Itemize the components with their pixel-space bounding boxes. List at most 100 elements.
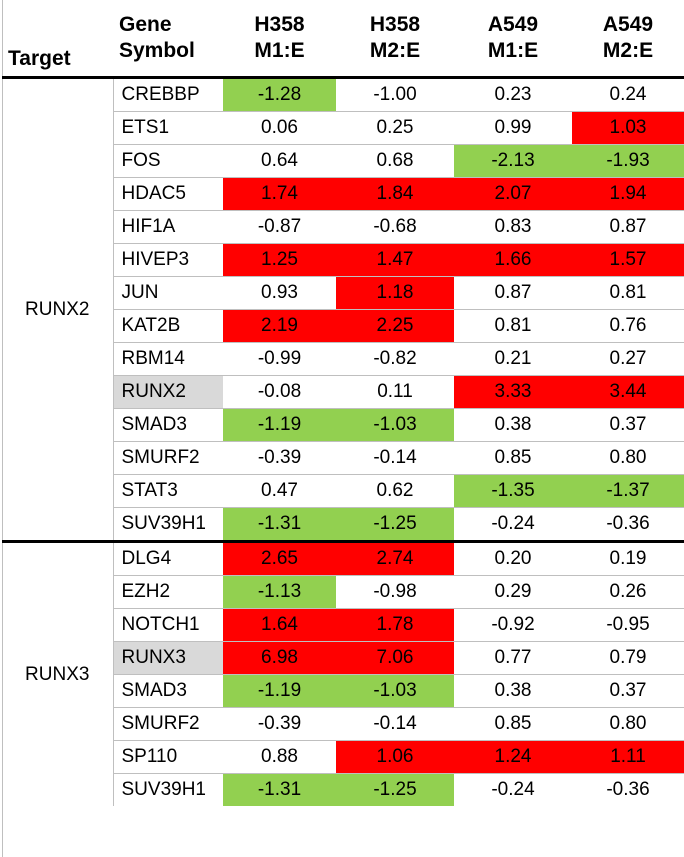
- value-cell: -0.95: [572, 608, 684, 642]
- gene-symbol-cell: JUN: [112, 276, 223, 310]
- value-cell: 1.11: [572, 740, 684, 774]
- value-cell: 0.37: [572, 408, 684, 442]
- gene-symbol-cell: RUNX2: [112, 375, 223, 409]
- value-cell: 0.68: [336, 144, 454, 178]
- header-col3-line2: M1:E: [487, 39, 539, 62]
- header-col1-line1: H358: [254, 13, 305, 36]
- value-cell: 1.64: [223, 608, 336, 642]
- header-col2-line2: M2:E: [369, 39, 421, 62]
- gene-symbol-cell: NOTCH1: [112, 608, 223, 642]
- value-cell: 0.79: [572, 641, 684, 675]
- value-cell: 0.26: [572, 575, 684, 609]
- gene-symbol-cell: FOS: [112, 144, 223, 178]
- header-col2-line1: H358: [369, 13, 421, 36]
- table-row: RUNX3 6.98 7.06 0.77 0.79: [2, 641, 684, 675]
- value-cell: -0.24: [454, 773, 572, 806]
- gene-symbol-cell: HDAC5: [112, 177, 223, 211]
- table-row: RUNX2 CREBBP -1.28 -1.00 0.23 0.24: [2, 77, 684, 320]
- table-row: HDAC5 1.74 1.84 2.07 1.94: [2, 177, 684, 211]
- value-cell: 0.25: [336, 111, 454, 145]
- table-row: SMAD3 -1.19 -1.03 0.38 0.37: [2, 674, 684, 708]
- value-cell: 0.37: [572, 674, 684, 708]
- value-cell: 0.64: [223, 144, 336, 178]
- value-cell: -1.25: [336, 507, 454, 542]
- value-cell: -1.00: [373, 84, 417, 105]
- value-cell: -0.39: [223, 441, 336, 475]
- header-a549-m2e: A549 M2:E: [572, 0, 684, 79]
- header-h358-m1e: H358 M1:E: [223, 0, 336, 79]
- value-cell: -0.68: [336, 210, 454, 244]
- value-cell: -1.03: [336, 408, 454, 442]
- value-cell: -1.19: [223, 674, 336, 708]
- value-cell: 2.07: [454, 177, 572, 211]
- value-cell: 0.83: [454, 210, 572, 244]
- header-col4-line1: A549: [602, 13, 654, 36]
- value-cell: 2.65: [223, 540, 336, 576]
- header-col1-line2: M1:E: [254, 39, 305, 62]
- target-cell: RUNX2: [25, 298, 90, 320]
- gene-symbol-cell: SP110: [112, 740, 223, 774]
- value-cell: 0.80: [572, 441, 684, 475]
- gene-symbol-cell: SMAD3: [112, 674, 223, 708]
- value-cell: -1.13: [223, 575, 336, 609]
- table-body: RUNX2 CREBBP -1.28 -1.00 0.23 0.24 ETS1 0.06 0.2…: [2, 77, 684, 806]
- gene-symbol-cell: CREBBP: [112, 77, 223, 112]
- gene-symbol-cell: EZH2: [112, 575, 223, 609]
- value-cell: 3.33: [454, 375, 572, 409]
- value-cell: 0.87: [572, 210, 684, 244]
- gene-symbol-cell: STAT3: [112, 474, 223, 508]
- value-cell: 1.25: [223, 243, 336, 277]
- value-cell: -1.19: [223, 408, 336, 442]
- value-cell: 0.62: [336, 474, 454, 508]
- gene-symbol-cell: KAT2B: [112, 309, 223, 343]
- value-cell: 0.29: [454, 575, 572, 609]
- header-col4-line2: M2:E: [602, 39, 654, 62]
- value-cell: 0.11: [336, 375, 454, 409]
- value-cell: -1.31: [223, 507, 336, 542]
- value-cell: 0.23: [494, 84, 532, 105]
- value-cell: 7.06: [336, 641, 454, 675]
- gene-symbol-cell: ETS1: [112, 111, 223, 145]
- table-row: STAT3 0.47 0.62 -1.35 -1.37: [2, 474, 684, 508]
- value-cell: -1.31: [223, 773, 336, 806]
- header-a549-m1e: A549 M1:E: [454, 0, 572, 79]
- value-cell: -0.39: [223, 707, 336, 741]
- value-cell: 0.47: [223, 474, 336, 508]
- table-row: ETS1 0.06 0.25 0.99 1.03: [2, 111, 684, 145]
- target-cell: RUNX3: [2, 540, 113, 806]
- value-cell: 0.87: [454, 276, 572, 310]
- table-row: FOS 0.64 0.68 -2.13 -1.93: [2, 144, 684, 178]
- value-cell: 0.88: [223, 740, 336, 774]
- value-cell: -0.99: [223, 342, 336, 376]
- table-row: SP110 0.88 1.06 1.24 1.11: [2, 740, 684, 774]
- value-cell: 3.44: [572, 375, 684, 409]
- value-cell: 0.81: [454, 309, 572, 343]
- value-cell: 0.19: [572, 540, 684, 576]
- value-cell: -0.36: [572, 773, 684, 806]
- table-row: SMURF2 -0.39 -0.14 0.85 0.80: [2, 707, 684, 741]
- value-cell: 2.19: [223, 309, 336, 343]
- value-cell: 0.80: [572, 707, 684, 741]
- value-cell: -1.25: [336, 773, 454, 806]
- value-cell: 0.99: [454, 111, 572, 145]
- value-cell: 0.21: [454, 342, 572, 376]
- value-cell: 1.24: [454, 740, 572, 774]
- value-cell: -1.93: [572, 144, 684, 178]
- value-cell: 0.93: [223, 276, 336, 310]
- value-cell: -0.14: [336, 707, 454, 741]
- value-cell: -2.13: [454, 144, 572, 178]
- gene-symbol-cell: SMURF2: [112, 707, 223, 741]
- header-h358-m2e: H358 M2:E: [336, 0, 454, 79]
- value-cell: -1.03: [336, 674, 454, 708]
- table-row: SUV39H1 -1.31 -1.25 -0.24 -0.36: [2, 773, 684, 806]
- value-cell: -1.28: [223, 77, 336, 112]
- value-cell: 6.98: [223, 641, 336, 675]
- table-row: SMURF2 -0.39 -0.14 0.85 0.80: [2, 441, 684, 475]
- gene-symbol-cell: HIF1A: [112, 210, 223, 244]
- value-cell: -0.98: [336, 575, 454, 609]
- header-row: Target Gene Symbol H358 M1:E H358 M2:E A…: [2, 0, 684, 79]
- value-cell: 1.74: [223, 177, 336, 211]
- table-row: SMAD3 -1.19 -1.03 0.38 0.37: [2, 408, 684, 442]
- gene-symbol-cell: HIVEP3: [112, 243, 223, 277]
- value-cell: 0.85: [454, 441, 572, 475]
